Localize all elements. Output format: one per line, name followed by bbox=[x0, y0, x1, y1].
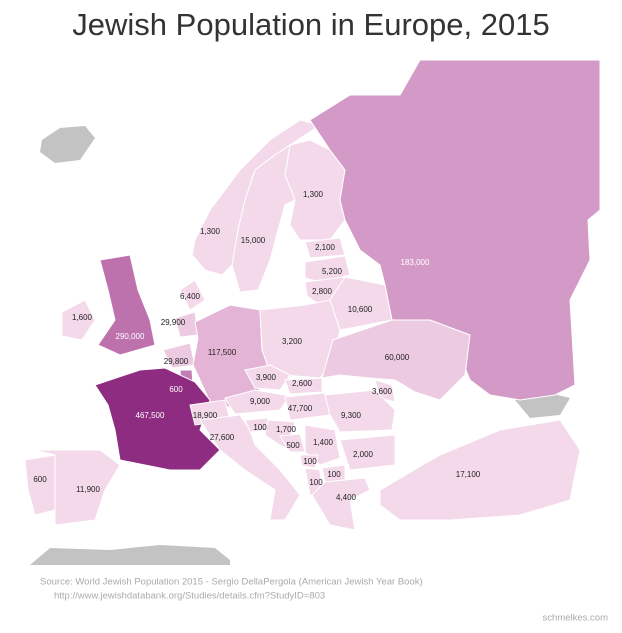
region bbox=[244, 364, 291, 391]
region-label: 60,000 bbox=[385, 353, 410, 362]
region-label: 100 bbox=[253, 423, 267, 432]
region-label: 10,600 bbox=[348, 305, 373, 314]
regions bbox=[24, 59, 601, 531]
region-label: 100 bbox=[327, 470, 341, 479]
region-label: 27,600 bbox=[210, 433, 235, 442]
region bbox=[24, 454, 56, 516]
region-label: 2,000 bbox=[353, 450, 374, 459]
title: Jewish Population in Europe, 2015 bbox=[72, 7, 549, 42]
region-label: 600 bbox=[169, 385, 183, 394]
region-label: 1,700 bbox=[276, 425, 297, 434]
region bbox=[284, 377, 323, 395]
region-label: 11,900 bbox=[76, 485, 100, 494]
region-label: 1,600 bbox=[72, 313, 93, 322]
region-label: 183,000 bbox=[401, 258, 430, 267]
region-label: 3,600 bbox=[372, 387, 393, 396]
region-label: 3,200 bbox=[282, 337, 303, 346]
region-label: 100 bbox=[309, 478, 323, 487]
region bbox=[379, 419, 581, 521]
region-label: 29,800 bbox=[164, 357, 189, 366]
region bbox=[321, 319, 471, 401]
region-labels: 1,300 1,300 15,000 2,100 5,200 2,800 6,400 1,60… bbox=[33, 190, 480, 502]
region-label: 467,500 bbox=[136, 411, 165, 420]
background-land bbox=[30, 126, 570, 565]
region-label: 15,000 bbox=[241, 236, 266, 245]
region-label: 29,900 bbox=[161, 318, 186, 327]
region-label: 600 bbox=[33, 475, 47, 484]
region-label: 1,400 bbox=[313, 438, 334, 447]
region-label: 500 bbox=[286, 441, 300, 450]
region-label: 5,200 bbox=[322, 267, 343, 276]
region-label: 290,000 bbox=[116, 332, 145, 341]
region bbox=[339, 434, 396, 471]
region-label: 1,300 bbox=[200, 227, 221, 236]
region bbox=[179, 279, 206, 311]
region bbox=[231, 143, 296, 293]
region-label: 3,900 bbox=[256, 373, 277, 382]
region-label: 100 bbox=[303, 457, 317, 466]
iceland bbox=[40, 126, 95, 163]
source-url: http://www.jewishdatabank.org/Studies/de… bbox=[54, 591, 325, 602]
region bbox=[34, 449, 121, 526]
source-line: Source: World Jewish Population 2015 - S… bbox=[40, 577, 423, 588]
region-label: 9,000 bbox=[250, 397, 271, 406]
region-label: 117,500 bbox=[208, 348, 237, 357]
region-label: 17,100 bbox=[456, 470, 481, 479]
region bbox=[97, 254, 156, 356]
region bbox=[324, 389, 396, 433]
region bbox=[309, 59, 601, 401]
region-label: 47,700 bbox=[288, 404, 313, 413]
region bbox=[299, 454, 319, 469]
region-label: 2,600 bbox=[292, 379, 313, 388]
region-label: 6,400 bbox=[180, 292, 201, 301]
region bbox=[304, 237, 346, 259]
north-africa bbox=[30, 545, 230, 565]
region bbox=[329, 276, 393, 331]
region bbox=[61, 299, 96, 341]
credit: schmelkes.com bbox=[543, 613, 609, 624]
region-label: 2,100 bbox=[315, 243, 336, 252]
region-label: 1,300 bbox=[303, 190, 324, 199]
region-label: 9,300 bbox=[341, 411, 362, 420]
region bbox=[224, 389, 291, 415]
region bbox=[311, 477, 371, 531]
region-label: 18,900 bbox=[193, 411, 218, 420]
region-label: 4,400 bbox=[336, 493, 357, 502]
region-label: 2,800 bbox=[312, 287, 333, 296]
